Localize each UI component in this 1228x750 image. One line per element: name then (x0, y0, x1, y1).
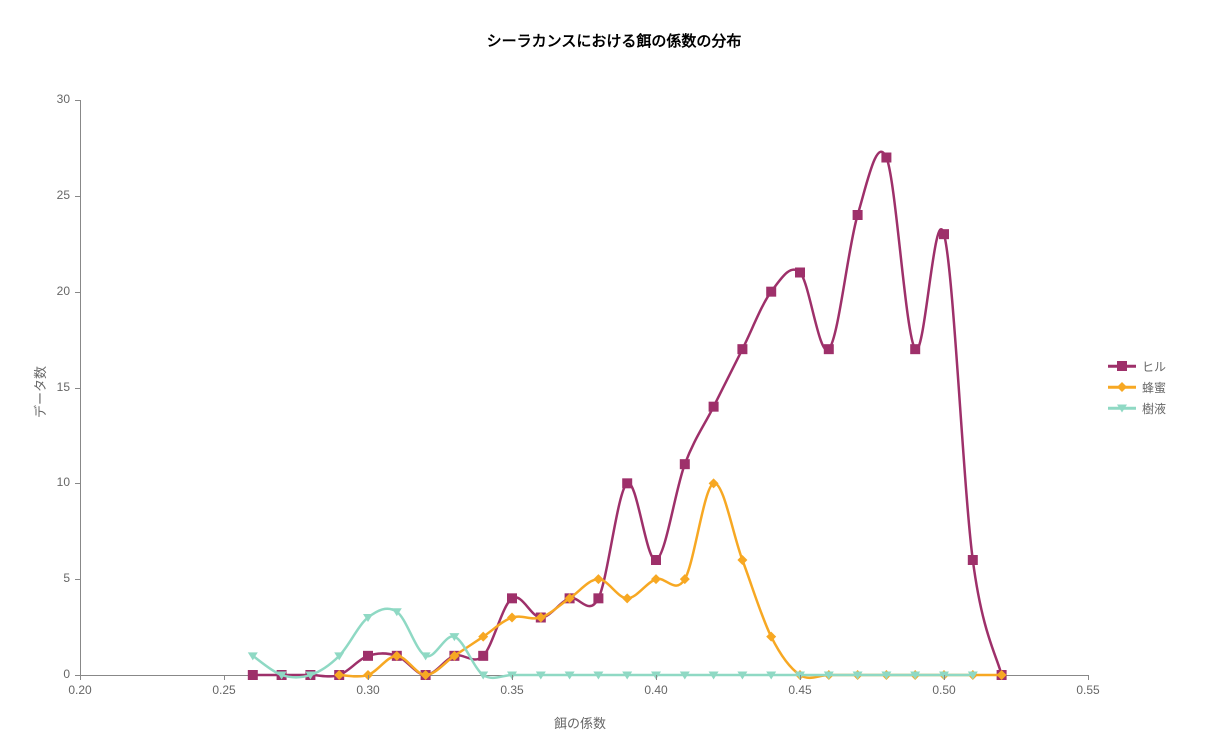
legend-item: 蜂蜜 (1108, 379, 1166, 396)
legend-marker-icon (1115, 380, 1129, 394)
series-marker (766, 632, 776, 642)
series-marker (680, 459, 690, 469)
series-marker (853, 210, 863, 220)
ytick-label: 0 (63, 667, 70, 681)
series-marker (651, 574, 661, 584)
legend-label: 蜂蜜 (1142, 379, 1166, 396)
legend-marker-icon (1115, 359, 1129, 373)
xtick-label: 0.40 (636, 683, 676, 697)
series-marker (737, 555, 747, 565)
xtick-label: 0.55 (1068, 683, 1108, 697)
chart-title: シーラカンスにおける餌の係数の分布 (0, 30, 1228, 51)
xtick-label: 0.45 (780, 683, 820, 697)
ytick-label: 25 (57, 188, 70, 202)
series-marker (881, 153, 891, 163)
chart-container: シーラカンスにおける餌の係数の分布 データ数 餌の係数 ヒル蜂蜜樹液 0 5 10 1… (0, 0, 1228, 750)
series-marker (651, 555, 661, 565)
series-marker (363, 651, 373, 661)
series-marker (478, 651, 488, 661)
series-marker (593, 593, 603, 603)
series-marker (766, 287, 776, 297)
series-marker (709, 402, 719, 412)
ytick-label: 30 (57, 92, 70, 106)
xtick-label: 0.20 (60, 683, 100, 697)
legend-label: ヒル (1142, 358, 1166, 375)
xtick-label: 0.35 (492, 683, 532, 697)
legend-item: 樹液 (1108, 400, 1166, 417)
legend-label: 樹液 (1142, 400, 1166, 417)
series-marker (795, 268, 805, 278)
legend-item: ヒル (1108, 358, 1166, 375)
legend-marker-icon (1115, 401, 1129, 415)
series-marker (910, 344, 920, 354)
series-marker (622, 593, 632, 603)
xtick-label: 0.30 (348, 683, 388, 697)
series-marker (824, 344, 834, 354)
ytick-label: 10 (57, 475, 70, 489)
series-marker (507, 593, 517, 603)
series-line (253, 609, 973, 678)
ytick-label: 20 (57, 284, 70, 298)
legend: ヒル蜂蜜樹液 (1108, 358, 1166, 421)
series-marker (968, 555, 978, 565)
series-marker (507, 613, 517, 623)
xtick-label: 0.25 (204, 683, 244, 697)
series-marker (248, 670, 258, 680)
ytick-label: 15 (57, 380, 70, 394)
y-axis-label: データ数 (30, 365, 49, 417)
series-marker (737, 344, 747, 354)
series-marker (593, 574, 603, 584)
plot-svg (80, 100, 1088, 675)
ytick-label: 5 (63, 571, 70, 585)
x-axis-label: 餌の係数 (554, 713, 606, 732)
series-marker (622, 478, 632, 488)
series-marker (939, 229, 949, 239)
xtick-label: 0.50 (924, 683, 964, 697)
